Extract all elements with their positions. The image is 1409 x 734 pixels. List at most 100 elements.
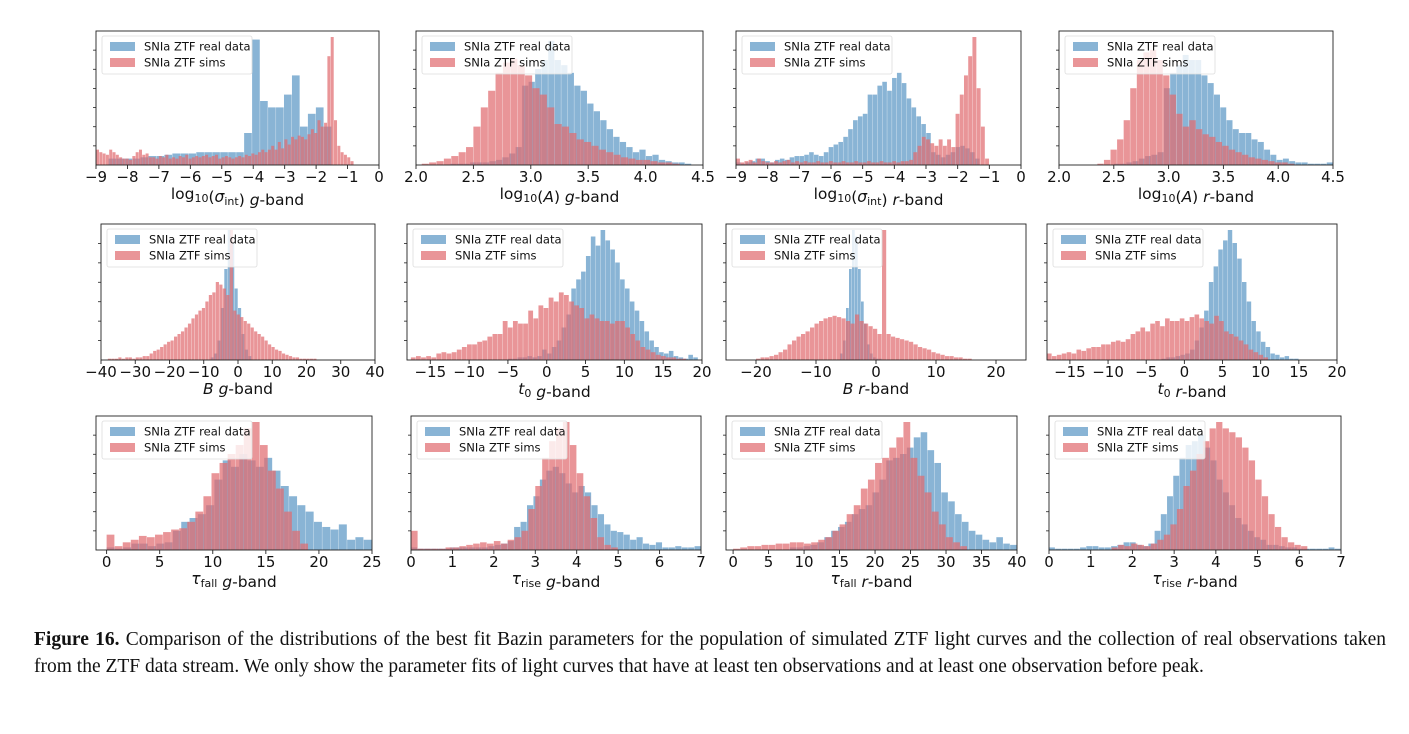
figure-caption: Figure 16. Comparison of the distributio… bbox=[34, 626, 1386, 680]
sims-bar bbox=[138, 535, 147, 550]
legend-label: SNIa ZTF sims bbox=[774, 249, 856, 263]
real-data-bar bbox=[814, 154, 819, 165]
sims-bar bbox=[620, 321, 625, 360]
sims-bar bbox=[1117, 139, 1124, 165]
sims-bar bbox=[525, 75, 533, 165]
sims-bar bbox=[281, 353, 286, 360]
sims-bar bbox=[1215, 141, 1223, 165]
sims-bar bbox=[148, 157, 152, 165]
sims-bar bbox=[1258, 354, 1264, 360]
legend-label: SNIa ZTF real data bbox=[455, 233, 562, 247]
sims-bar bbox=[1163, 534, 1171, 550]
sims-bar bbox=[486, 543, 494, 550]
real-data-bar bbox=[355, 537, 364, 550]
sims-bar bbox=[429, 162, 437, 165]
real-data-bar bbox=[1195, 60, 1202, 165]
sims-bar bbox=[1176, 113, 1183, 165]
sims-bar bbox=[121, 358, 125, 360]
sims-bar bbox=[172, 157, 176, 165]
sims-bar bbox=[1189, 470, 1197, 550]
x-tick-label: −5 bbox=[497, 363, 519, 381]
sims-bar bbox=[590, 518, 598, 550]
sims-bar bbox=[507, 539, 515, 550]
sims-bar bbox=[855, 314, 860, 360]
real-data-bar bbox=[872, 94, 878, 165]
sims-bar bbox=[277, 141, 281, 165]
sims-bar bbox=[259, 445, 268, 550]
real-data-bar bbox=[833, 144, 839, 165]
sims-bar bbox=[1222, 428, 1229, 550]
sims-bar bbox=[441, 352, 447, 360]
real-data-bar bbox=[809, 152, 814, 165]
sims-bar bbox=[238, 156, 242, 165]
real-data-bar bbox=[678, 162, 685, 165]
sims-bar bbox=[768, 544, 776, 550]
sims-bar bbox=[576, 473, 584, 550]
sims-bar bbox=[102, 153, 106, 165]
sims-bar bbox=[163, 344, 167, 360]
real-data-bar bbox=[276, 107, 284, 165]
real-data-bar bbox=[305, 511, 314, 550]
real-data-bar bbox=[610, 249, 615, 360]
real-data-bar bbox=[876, 358, 879, 360]
sims-bar bbox=[832, 315, 837, 360]
real-data-bar bbox=[668, 350, 674, 360]
sims-bar bbox=[1061, 353, 1067, 360]
legend-label: SNIa ZTF sims bbox=[455, 249, 537, 263]
sims-bar bbox=[426, 356, 431, 360]
sims-bar bbox=[517, 65, 525, 165]
sims-bar bbox=[775, 543, 783, 550]
sims-bar bbox=[930, 143, 935, 165]
legend-swatch-sims bbox=[740, 251, 765, 260]
sims-bar bbox=[628, 158, 636, 165]
legend-box bbox=[731, 420, 883, 460]
x-tick-label: −1 bbox=[336, 168, 358, 186]
sims-bar bbox=[904, 340, 909, 360]
real-data-bar bbox=[852, 230, 855, 360]
legend-swatch-real bbox=[115, 235, 140, 244]
sims-bar bbox=[665, 162, 673, 165]
sims-bar bbox=[284, 511, 292, 550]
sims-bar bbox=[222, 288, 226, 360]
sims-bar bbox=[839, 524, 847, 550]
sims-bar bbox=[832, 530, 840, 550]
x-tick-label: 2 bbox=[1128, 553, 1138, 571]
sims-bar bbox=[350, 161, 354, 165]
sims-bar bbox=[676, 358, 682, 360]
sims-bar bbox=[1202, 134, 1209, 165]
sims-bar bbox=[1165, 318, 1170, 360]
sims-bar bbox=[747, 546, 755, 550]
sims-bar bbox=[1255, 479, 1262, 550]
sims-bar bbox=[254, 154, 258, 165]
sims-bar bbox=[645, 349, 651, 360]
sims-bar bbox=[218, 158, 222, 165]
sims-bar bbox=[1047, 353, 1052, 360]
x-axis-label: τfall r-band bbox=[831, 570, 913, 591]
real-data-bar bbox=[636, 537, 643, 550]
sims-bar bbox=[660, 356, 666, 360]
legend-swatch-sims bbox=[421, 251, 446, 260]
sims-bar bbox=[105, 154, 109, 165]
real-data-bar bbox=[948, 501, 955, 550]
x-tick-label: 2 bbox=[489, 553, 499, 571]
legend-swatch-sims bbox=[425, 443, 450, 452]
sims-bar bbox=[1101, 344, 1106, 360]
sims-bar bbox=[195, 156, 199, 165]
sims-bar bbox=[1149, 49, 1157, 165]
real-data-bar bbox=[587, 103, 594, 165]
x-tick-label: 0 bbox=[728, 553, 738, 571]
legend-label: SNIa ZTF sims bbox=[774, 441, 856, 455]
sims-bar bbox=[810, 327, 815, 360]
sims-bar bbox=[635, 159, 643, 165]
sims-bar bbox=[918, 347, 923, 360]
sims-bar bbox=[1216, 422, 1223, 550]
real-data-bar bbox=[955, 514, 962, 550]
sims-bar bbox=[1238, 340, 1244, 360]
real-data-bar bbox=[1256, 331, 1261, 360]
sims-bar bbox=[1123, 120, 1130, 165]
sims-bar bbox=[1182, 126, 1190, 165]
x-axis-label: log10(σint) r-band bbox=[814, 185, 944, 209]
sims-bar bbox=[818, 539, 826, 550]
sims-bar bbox=[760, 357, 765, 360]
sims-bar bbox=[130, 539, 139, 550]
